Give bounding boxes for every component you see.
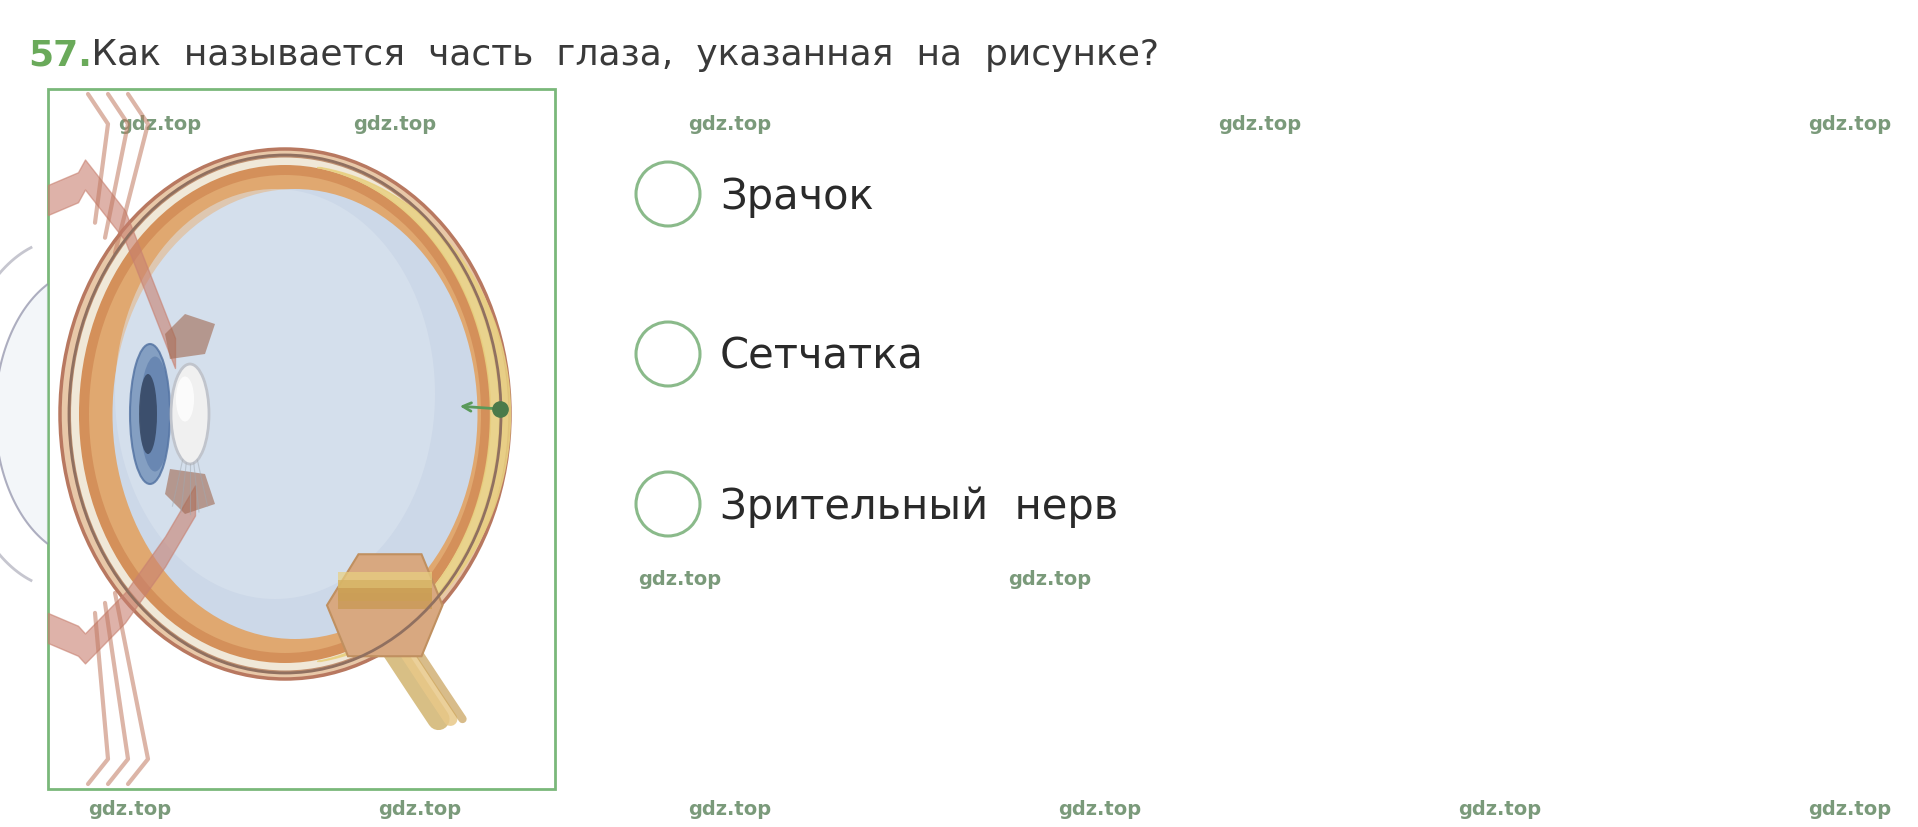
Ellipse shape bbox=[138, 375, 157, 455]
Text: gdz.top: gdz.top bbox=[353, 115, 437, 134]
Polygon shape bbox=[338, 581, 432, 600]
Polygon shape bbox=[338, 588, 432, 609]
Ellipse shape bbox=[140, 357, 171, 472]
Text: gdz.top: gdz.top bbox=[119, 115, 201, 134]
Text: gdz.top: gdz.top bbox=[1809, 115, 1891, 134]
Text: Зрачок: Зрачок bbox=[719, 176, 873, 218]
Ellipse shape bbox=[59, 150, 510, 679]
Polygon shape bbox=[326, 555, 443, 657]
Text: gdz.top: gdz.top bbox=[244, 490, 326, 509]
Text: gdz.top: gdz.top bbox=[1218, 115, 1302, 134]
Text: gdz.top: gdz.top bbox=[689, 799, 771, 818]
Text: А: А bbox=[654, 178, 681, 216]
Polygon shape bbox=[165, 470, 215, 514]
Ellipse shape bbox=[171, 365, 209, 465]
Text: gdz.top: gdz.top bbox=[378, 799, 462, 818]
Text: gdz.top: gdz.top bbox=[1809, 799, 1891, 818]
Ellipse shape bbox=[176, 377, 194, 422]
Polygon shape bbox=[0, 285, 46, 543]
Ellipse shape bbox=[113, 189, 478, 639]
Ellipse shape bbox=[79, 165, 491, 663]
Text: gdz.top: gdz.top bbox=[88, 799, 171, 818]
Text: Как  называется  часть  глаза,  указанная  на  рисунке?: Как называется часть глаза, указанная на… bbox=[81, 38, 1158, 72]
Ellipse shape bbox=[88, 176, 481, 653]
Text: Б: Б bbox=[654, 337, 681, 375]
Text: gdz.top: gdz.top bbox=[689, 115, 771, 134]
Text: gdz.top: gdz.top bbox=[1009, 569, 1091, 588]
Text: gdz.top: gdz.top bbox=[639, 569, 721, 588]
Text: gdz.top: gdz.top bbox=[1458, 799, 1542, 818]
Polygon shape bbox=[338, 572, 432, 593]
Circle shape bbox=[637, 472, 700, 537]
Ellipse shape bbox=[69, 157, 501, 672]
Text: В: В bbox=[654, 487, 681, 525]
Circle shape bbox=[637, 163, 700, 227]
Circle shape bbox=[637, 323, 700, 386]
Text: Сетчатка: Сетчатка bbox=[719, 336, 924, 378]
Ellipse shape bbox=[130, 345, 171, 485]
Text: Зрительный  нерв: Зрительный нерв bbox=[719, 485, 1118, 528]
Ellipse shape bbox=[115, 189, 435, 600]
Text: 57.: 57. bbox=[29, 38, 92, 72]
Polygon shape bbox=[165, 314, 215, 360]
Text: gdz.top: gdz.top bbox=[1059, 799, 1141, 818]
FancyBboxPatch shape bbox=[48, 90, 554, 789]
